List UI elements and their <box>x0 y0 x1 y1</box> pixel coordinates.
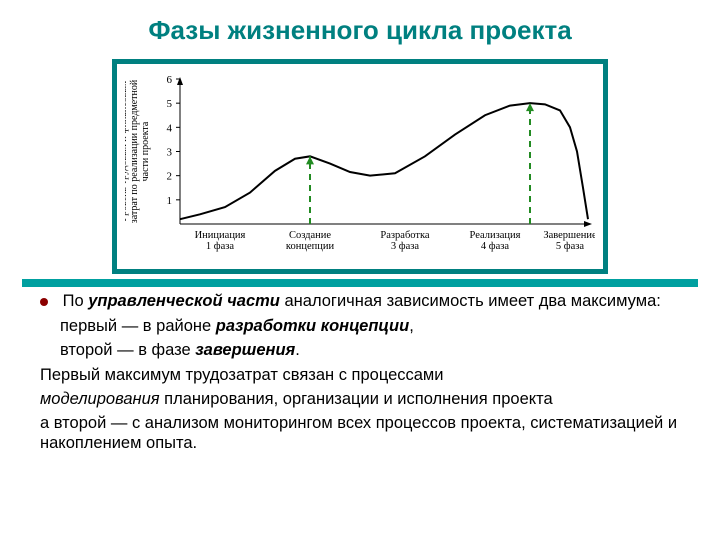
svg-text:3: 3 <box>167 147 173 159</box>
lifecycle-chart: 123456Уровень трудовых и финансовыхзатра… <box>125 69 595 259</box>
svg-text:4 фаза: 4 фаза <box>481 241 509 252</box>
slide-title: Фазы жизненного цикла проекта <box>0 0 720 54</box>
svg-text:Инициация: Инициация <box>195 230 246 241</box>
chart-container: 123456Уровень трудовых и финансовыхзатра… <box>0 54 720 279</box>
svg-text:Создание: Создание <box>289 230 331 241</box>
svg-text:5: 5 <box>167 98 173 110</box>
svg-text:части проекта: части проекта <box>140 121 151 181</box>
svg-text:1 фаза: 1 фаза <box>206 241 234 252</box>
svg-text:5 фаза: 5 фаза <box>556 241 584 252</box>
svg-text:1: 1 <box>167 195 173 207</box>
svg-text:Разработка: Разработка <box>380 230 430 241</box>
svg-text:4: 4 <box>167 122 173 134</box>
svg-text:затрат по реализации предметно: затрат по реализации предметной <box>129 79 140 223</box>
bullet-icon <box>40 298 48 306</box>
body-text-2: а второй — с анализом мониторингом всех … <box>0 413 720 454</box>
teal-band <box>22 279 699 287</box>
body-text: По управленческой части аналогичная зави… <box>0 291 720 386</box>
chart-border: 123456Уровень трудовых и финансовыхзатра… <box>112 59 608 274</box>
svg-text:2: 2 <box>167 171 173 183</box>
overlapping-text: моделирования планирования, организации … <box>0 390 720 409</box>
svg-text:Завершение: Завершение <box>543 230 595 241</box>
svg-text:3 фаза: 3 фаза <box>391 241 419 252</box>
svg-text:Реализация: Реализация <box>470 230 521 241</box>
svg-text:6: 6 <box>167 74 173 86</box>
svg-text:концепции: концепции <box>286 241 335 252</box>
